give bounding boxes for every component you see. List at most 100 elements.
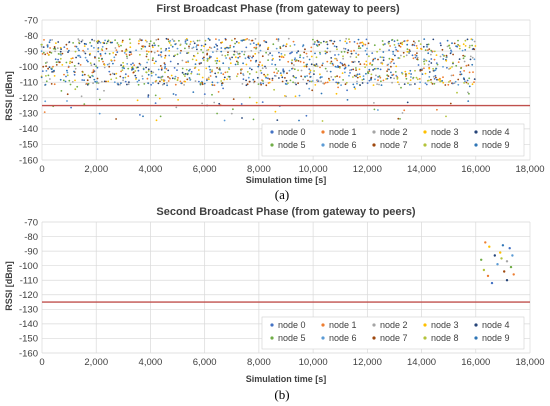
data-point: [194, 63, 197, 65]
data-point: [92, 75, 94, 78]
legend-entry: node 2: [380, 320, 408, 330]
data-point: [335, 92, 338, 95]
data-point: [284, 83, 287, 85]
data-point: [365, 38, 368, 41]
data-point: [403, 109, 406, 112]
data-point: [172, 93, 175, 95]
data-point: [87, 60, 89, 63]
data-point: [291, 62, 293, 65]
data-point: [463, 70, 465, 72]
data-point: [154, 94, 157, 97]
data-point: [316, 79, 319, 82]
chart-b-y-ticks: -70 -80 -90 -100 -110 -120 -130 -140 -150 -160: [19, 217, 38, 359]
data-point: [375, 74, 377, 77]
data-point: [428, 76, 431, 78]
data-point: [138, 79, 140, 82]
data-point: [381, 62, 384, 65]
data-point: [345, 37, 348, 40]
data-point: [391, 81, 393, 84]
data-point: [315, 63, 318, 65]
data-point: [452, 82, 454, 85]
data-point: [190, 71, 193, 73]
data-point: [334, 54, 336, 56]
data-point: [379, 68, 382, 71]
data-point: [121, 41, 124, 43]
data-point: [406, 48, 409, 50]
data-point: [458, 45, 461, 47]
data-point: [441, 48, 444, 51]
data-point: [60, 48, 62, 50]
data-point: [406, 43, 409, 46]
data-point: [401, 72, 404, 75]
data-point: [194, 66, 197, 69]
data-point: [299, 56, 301, 59]
data-point: [397, 50, 399, 53]
data-point: [66, 71, 69, 74]
x-tick-label: 4,000: [139, 164, 163, 175]
data-point: [386, 70, 388, 72]
data-point: [267, 46, 270, 49]
data-point: [203, 93, 206, 95]
data-point: [218, 39, 221, 41]
legend-entry: node 8: [431, 140, 459, 150]
data-point: [298, 119, 300, 122]
chart-b-x-ticks: 0 2,000 4,000 6,000 8,000 10,000 12,000 14,000 1…: [39, 357, 544, 368]
data-point: [272, 57, 274, 60]
data-point: [96, 77, 99, 80]
data-point: [295, 83, 297, 86]
data-point: [168, 47, 170, 49]
data-point: [247, 56, 250, 59]
data-point: [437, 78, 440, 81]
data-point: [302, 57, 305, 59]
data-point: [441, 53, 444, 56]
data-point: [190, 72, 193, 75]
data-point: [108, 62, 111, 65]
data-point: [355, 67, 357, 69]
data-point: [321, 120, 324, 122]
data-point: [467, 82, 470, 85]
data-point: [261, 55, 264, 58]
legend-marker: [423, 336, 427, 340]
data-point: [333, 45, 336, 48]
data-point: [352, 76, 354, 78]
data-point: [511, 254, 514, 257]
data-point: [229, 78, 232, 81]
data-point: [108, 52, 111, 55]
data-point: [103, 66, 106, 69]
legend-entry: node 6: [329, 333, 357, 343]
data-point: [278, 55, 281, 58]
data-point: [224, 38, 227, 41]
data-point: [238, 55, 241, 58]
data-point: [505, 279, 509, 282]
data-point: [204, 39, 207, 42]
data-point: [245, 46, 248, 49]
data-point: [286, 72, 288, 75]
data-point: [297, 60, 300, 62]
data-point: [229, 62, 232, 65]
data-point: [207, 48, 210, 51]
data-point: [359, 63, 362, 65]
data-point: [215, 43, 217, 46]
data-point: [471, 56, 474, 59]
data-point: [299, 54, 302, 57]
data-point: [252, 78, 255, 81]
data-point: [140, 48, 143, 50]
data-point: [314, 52, 316, 55]
data-point: [267, 53, 270, 56]
y-tick-label: -70: [24, 15, 38, 26]
data-point: [76, 85, 79, 88]
data-point: [412, 76, 415, 79]
data-point: [115, 77, 118, 79]
data-point: [98, 60, 100, 62]
data-point: [289, 79, 292, 82]
data-point: [110, 59, 113, 61]
data-point: [187, 60, 190, 63]
data-point: [147, 96, 150, 98]
data-point: [66, 69, 68, 72]
data-point: [368, 55, 370, 58]
data-point: [204, 43, 207, 46]
x-tick-label: 14,000: [407, 357, 436, 368]
data-point: [326, 47, 329, 50]
data-point: [166, 84, 169, 87]
data-point: [306, 55, 309, 58]
